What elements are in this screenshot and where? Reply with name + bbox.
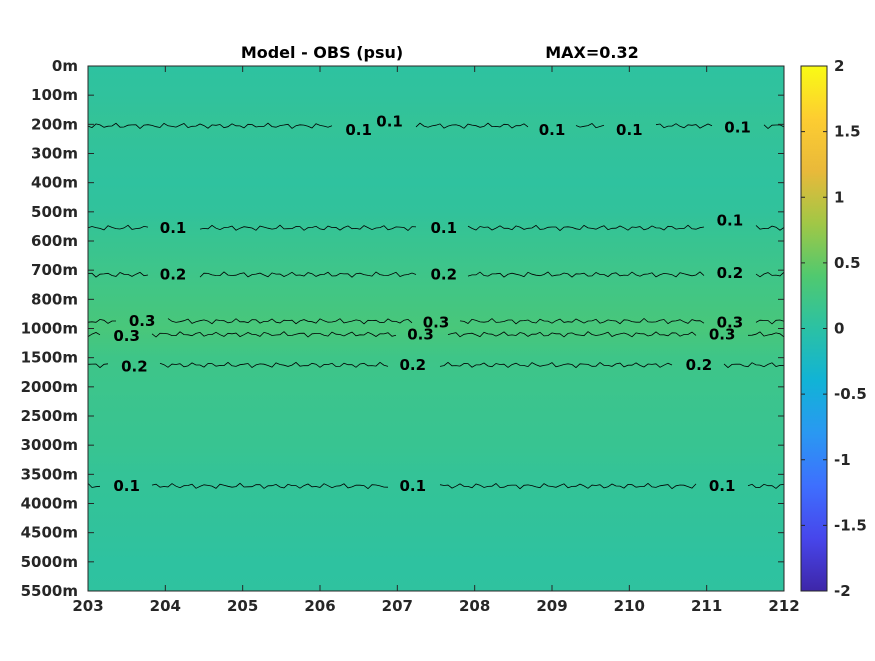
contour-label: 0.2: [160, 266, 187, 284]
contour-label: 0.2: [430, 266, 457, 284]
x-tick-label: 207: [382, 597, 413, 615]
colorbar-tick-label: -0.5: [834, 385, 867, 403]
max-annotation: MAX=0.32: [545, 43, 639, 62]
y-tick-label: 3000m: [21, 436, 78, 454]
contour-label: 0.3: [407, 325, 434, 343]
colorbar-ticks: 2 1.5 1 0.5 0 -0.5 -1 -1.5 -2: [801, 57, 867, 600]
x-tick-label: 209: [536, 597, 567, 615]
y-tick-label: 5500m: [21, 582, 78, 600]
colorbar-tick-label: -1: [834, 451, 851, 469]
y-tick-label: 1000m: [21, 320, 78, 338]
y-tick-label: 4500m: [21, 524, 78, 542]
x-tick-label: 205: [227, 597, 258, 615]
contour-line: [87, 271, 785, 278]
y-axis: 0m 100m 200m 300m 400m 500m 600m 700m 800m 1000m 1…: [21, 57, 784, 600]
chart-title: Model - OBS (psu): [241, 43, 403, 62]
x-tick-label: 211: [691, 597, 722, 615]
contour-line: [87, 122, 785, 130]
y-tick-label: 3500m: [21, 465, 78, 483]
contour-label: 0.1: [724, 118, 751, 136]
colorbar-tick-label: -1.5: [834, 516, 867, 534]
y-tick-label: 600m: [31, 232, 78, 250]
colorbar: 2 1.5 1 0.5 0 -0.5 -1 -1.5 -2: [800, 57, 867, 600]
contour-label: 0.3: [709, 325, 736, 343]
y-tick-label: 2500m: [21, 407, 78, 425]
y-tick-label: 0m: [52, 57, 78, 75]
y-tick-label: 4000m: [21, 495, 78, 513]
contour-layer: [87, 122, 785, 490]
x-tick-label: 210: [614, 597, 645, 615]
y-tick-label: 700m: [31, 261, 78, 279]
x-tick-label: 204: [150, 597, 181, 615]
y-tick-label: 5000m: [21, 553, 78, 571]
contour-line: [87, 317, 785, 325]
x-tick-label: 212: [768, 597, 799, 615]
contour-label: 0.1: [430, 219, 457, 237]
contour-line: [87, 224, 785, 232]
contour-line: [87, 331, 785, 338]
contour-label: 0.1: [539, 121, 566, 139]
colorbar-tick-label: 0: [834, 320, 844, 338]
y-tick-label: 300m: [31, 145, 78, 163]
contour-label: 0.3: [129, 312, 156, 330]
contour-label: 0.2: [717, 264, 744, 282]
y-tick-label: 100m: [31, 86, 78, 104]
colorbar-tick-label: 1.5: [834, 123, 861, 141]
contour-label: 0.1: [717, 212, 744, 230]
contour-label-layer: 0.1 0.1 0.1 0.1 0.10.1 0.1 0.10.2 0.2 0.20.3 0.3 0…: [113, 112, 751, 495]
y-tick-label: 500m: [31, 203, 78, 221]
x-tick-label: 208: [459, 597, 490, 615]
contour-label: 0.3: [717, 314, 744, 332]
contour-label: 0.1: [400, 477, 427, 495]
x-tick-label: 206: [304, 597, 335, 615]
y-tick-label: 200m: [31, 115, 78, 133]
colorbar-tick-label: 2: [834, 57, 844, 75]
contour-line: [87, 482, 785, 490]
contour-label: 0.1: [709, 477, 736, 495]
contour-label: 0.1: [113, 477, 140, 495]
x-tick-label: 203: [72, 597, 103, 615]
colorbar-fill: [800, 65, 828, 592]
x-axis: 203 204 205 206 207 208 209 210 211 212: [72, 66, 800, 615]
y-tick-label: 800m: [31, 290, 78, 308]
y-tick-label: 2000m: [21, 378, 78, 396]
y-tick-label: 1500m: [21, 349, 78, 367]
contour-label: 0.3: [423, 314, 450, 332]
salinity-field: [88, 66, 784, 591]
contour-label: 0.1: [616, 121, 643, 139]
contour-label: 0.1: [345, 121, 372, 139]
colorbar-tick-label: -2: [834, 582, 851, 600]
contour-line: [87, 361, 785, 369]
y-tick-label: 400m: [31, 174, 78, 192]
contour-label: 0.3: [113, 327, 140, 345]
colorbar-tick-label: 1: [834, 188, 844, 206]
contour-label: 0.2: [121, 357, 148, 375]
colorbar-tick-label: 0.5: [834, 254, 861, 272]
contour-label: 0.1: [160, 219, 187, 237]
contour-label: 0.2: [400, 356, 427, 374]
contour-label: 0.1: [376, 112, 403, 130]
plot-area: 0.1 0.1 0.1 0.1 0.10.1 0.1 0.10.2 0.2 0.20.3 0.3 0…: [87, 65, 785, 592]
contour-label: 0.2: [686, 356, 713, 374]
